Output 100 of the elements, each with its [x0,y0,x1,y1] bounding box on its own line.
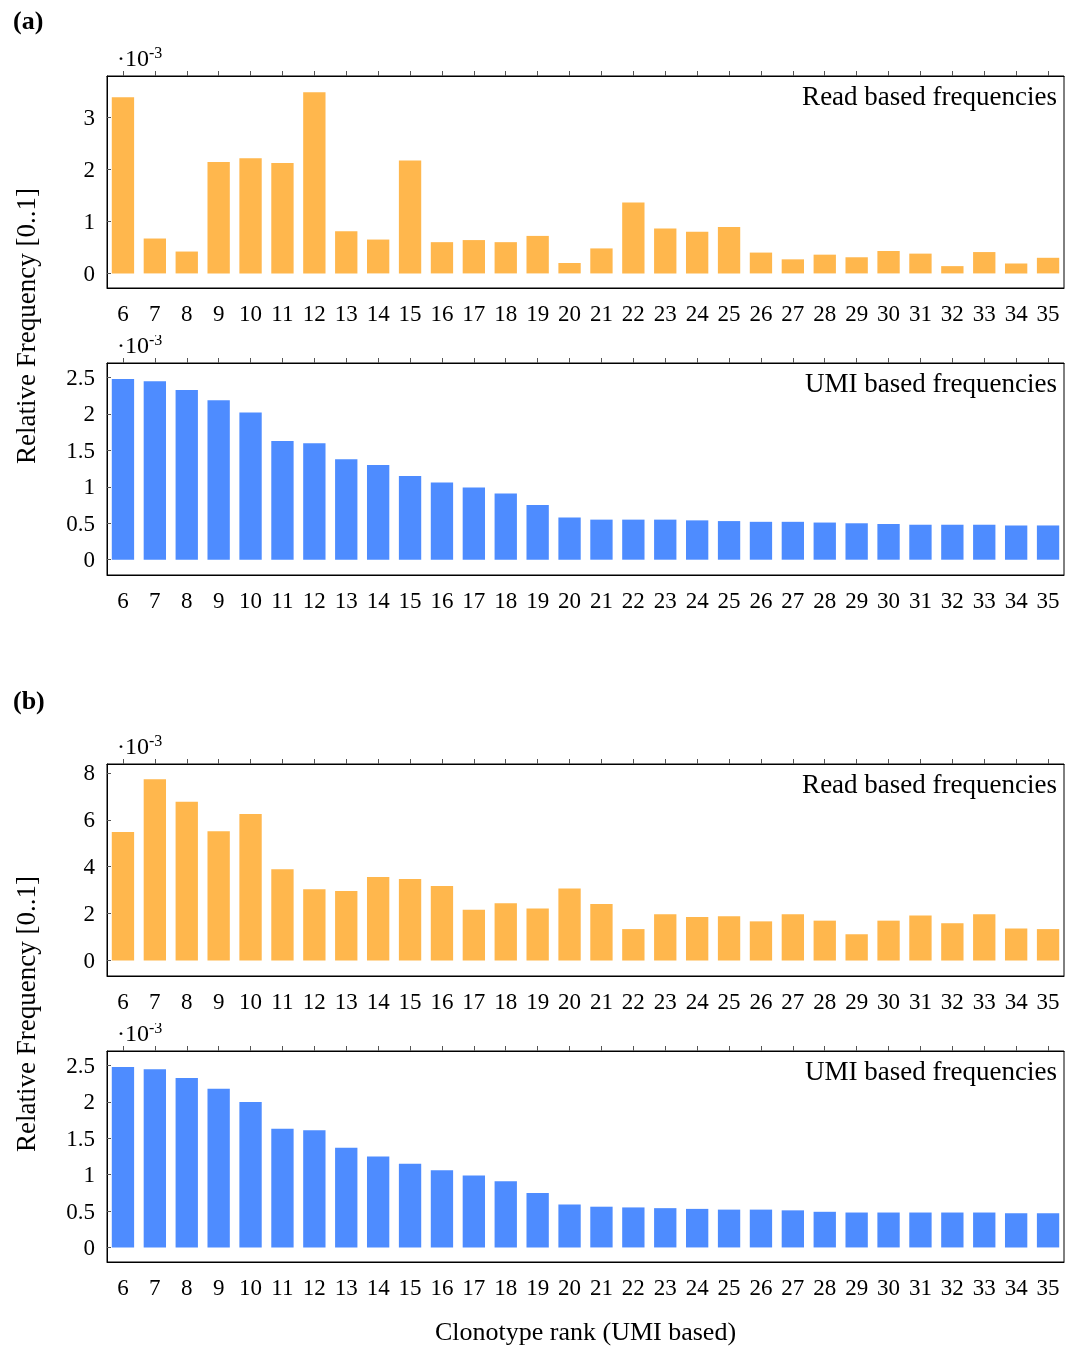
bar [781,1210,805,1248]
x-tick-label: 24 [685,989,710,1014]
x-tick-label: 7 [149,989,161,1014]
bar [175,251,198,274]
x-tick-label: 22 [621,588,645,613]
x-tick-label: 22 [621,989,645,1014]
bar [1004,1213,1028,1248]
x-tick-label: 13 [334,301,358,326]
bar [685,520,709,560]
bar [207,1088,230,1248]
y-tick-label: 0 [83,948,95,974]
bar [877,920,900,961]
bar [271,869,294,961]
bar [941,266,964,274]
y-tick-label: 2 [83,1089,95,1115]
x-tick-label: 27 [781,588,805,613]
x-tick-label: 31 [908,588,932,613]
x-tick-label: 30 [877,301,901,326]
x-tick-label: 34 [1004,1275,1029,1300]
x-tick-label: 8 [181,1275,193,1300]
x-tick-label: 13 [334,1275,358,1300]
bar [494,493,517,560]
x-tick-label: 11 [271,301,294,326]
x-tick-label: 19 [526,989,550,1014]
bar [143,381,167,560]
bar [1036,525,1060,560]
x-tick-label: 12 [302,989,326,1014]
bar [175,389,198,560]
x-tick-label: 30 [877,1275,901,1300]
x-tick-label: 14 [366,1275,391,1300]
bar [717,227,741,274]
bar [654,914,677,961]
bar [877,1212,900,1248]
bar [845,523,868,560]
bar [398,1163,422,1248]
bar [685,1208,709,1248]
x-tick-label: 35 [1036,588,1060,613]
x-tick-label: 30 [877,588,901,613]
x-tick-label: 11 [271,1275,294,1300]
bar [845,1212,868,1248]
bar [941,524,964,560]
x-tick-label: 27 [781,301,805,326]
bar [175,801,198,961]
bar [430,482,454,560]
x-tick-label: 8 [181,301,193,326]
bar [271,162,294,274]
bar [1004,263,1028,274]
y-tick-label: 8 [83,760,95,786]
bar [685,231,709,274]
y-tick-label: 1.5 [66,1125,95,1151]
y-tick-label: 6 [83,807,95,833]
annotation: UMI based frequencies [805,367,1058,398]
x-tick-label: 22 [621,1275,645,1300]
bar [526,1192,549,1248]
bar [239,412,262,560]
y-tick-label: 1 [83,1162,95,1188]
x-tick-label: 10 [239,588,263,613]
x-tick-label: 27 [781,1275,805,1300]
bar [909,253,932,274]
x-tick-label: 21 [589,301,613,326]
bar [526,505,549,560]
bar [430,242,454,274]
x-tick-label: 33 [972,301,996,326]
bar [622,1207,645,1248]
bar [1036,929,1060,961]
x-tick-label: 18 [494,1275,518,1300]
x-tick-label: 10 [239,989,263,1014]
x-axis-title: Clonotype rank (UMI based) [434,1316,737,1346]
x-tick-label: 23 [653,588,677,613]
bar [494,903,517,961]
bar [622,929,645,961]
x-tick-label: 8 [181,588,193,613]
bar [271,1128,294,1248]
x-tick-label: 13 [334,588,358,613]
x-tick-label: 20 [558,301,582,326]
x-tick-label: 25 [717,301,741,326]
bar [462,1175,486,1248]
x-tick-label: 12 [302,1275,326,1300]
bar [239,813,262,961]
bar [973,914,996,961]
x-tick-label: 23 [653,1275,677,1300]
bar [111,832,135,961]
x-tick-label: 34 [1004,588,1029,613]
x-tick-label: 25 [717,989,741,1014]
y-tick-label: 0 [83,1234,95,1260]
bar [845,257,868,274]
bar [781,259,805,274]
bar [1004,928,1028,961]
x-tick-label: 16 [430,301,454,326]
x-tick-label: 25 [717,1275,741,1300]
x-tick-label: 12 [302,588,326,613]
bar [398,475,422,560]
bar [781,521,805,560]
bar [1036,1213,1060,1248]
bar [941,923,964,961]
bar [749,1209,773,1248]
x-tick-label: 14 [366,989,391,1014]
x-tick-label: 19 [526,301,550,326]
bar [366,1156,390,1248]
x-tick-label: 32 [940,588,964,613]
